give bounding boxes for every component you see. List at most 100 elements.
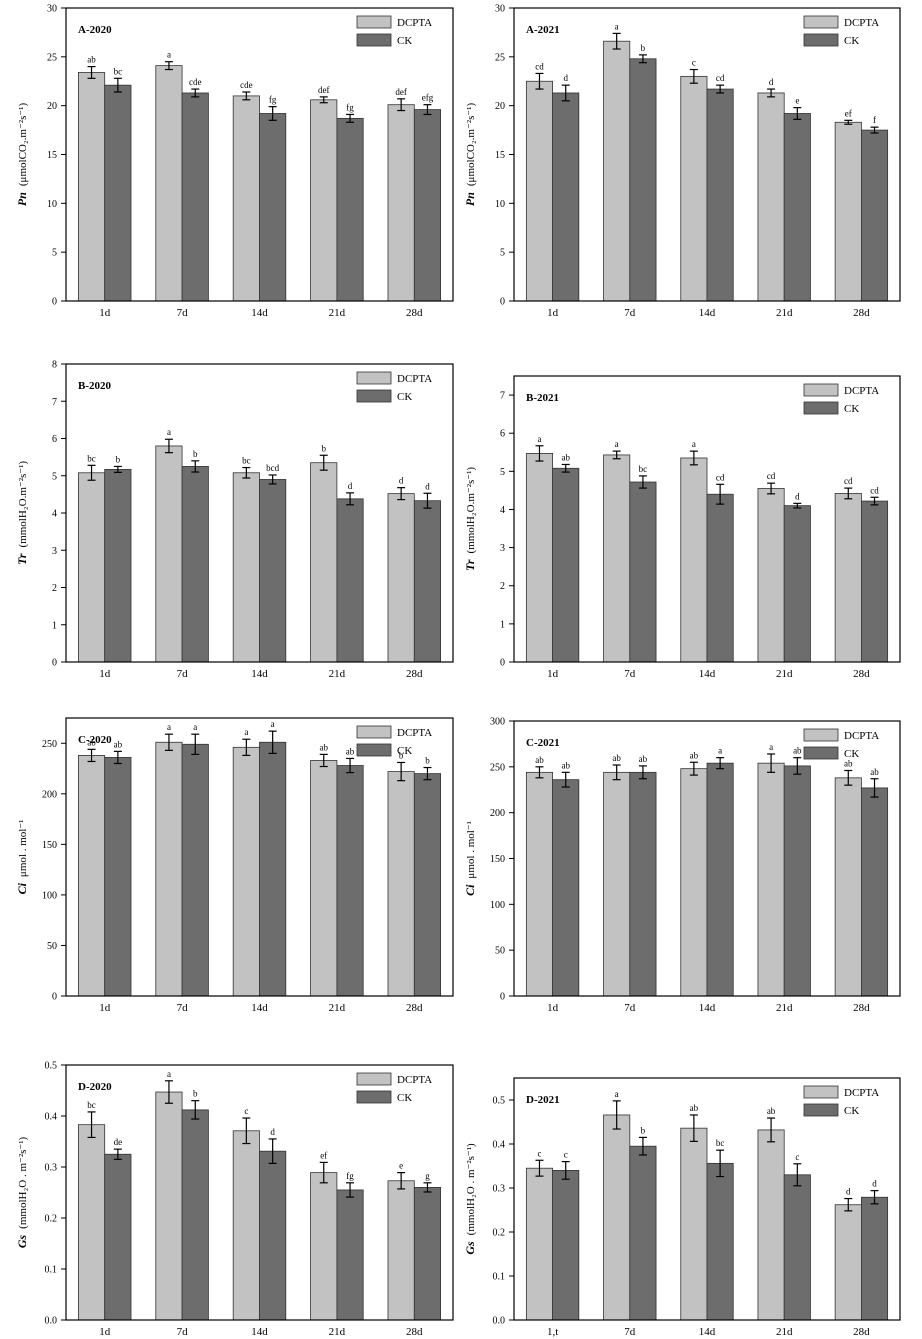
bar-ck-14d — [259, 741, 287, 997]
bar-dcpta-28d — [387, 104, 415, 302]
y-axis-symbol: Ci — [463, 884, 477, 896]
bar-dcpta-21d — [310, 99, 338, 302]
significance-letter: a — [271, 719, 275, 729]
significance-letter: bc — [87, 453, 96, 463]
bar-dcpta-14d — [232, 472, 260, 663]
y-tick-label: 0.2 — [493, 1228, 506, 1239]
significance-letter: c — [564, 1150, 568, 1160]
legend-swatch-ck — [356, 33, 392, 47]
bar-ck-28d — [413, 773, 442, 997]
significance-letter: f — [873, 115, 876, 125]
significance-letter: g — [425, 1171, 430, 1181]
legend-label-ck: CK — [397, 745, 412, 757]
plot-frame — [65, 1064, 454, 1321]
y-tick-label: 30 — [495, 4, 505, 15]
y-axis-symbol: Pn — [15, 192, 29, 206]
bar-dcpta-28d — [387, 1180, 415, 1321]
y-tick-label: 0.1 — [493, 1272, 506, 1283]
legend-swatch-ck — [803, 746, 839, 760]
plot-frame — [513, 7, 901, 302]
significance-letter: c — [692, 58, 696, 68]
bar-ck-7d — [181, 466, 209, 663]
y-tick-label: 0.5 — [493, 1096, 506, 1107]
bar-dcpta-1d — [525, 771, 553, 997]
legend-label-dcpta: DCPTA — [844, 1087, 879, 1099]
y-tick-label: 300 — [490, 717, 505, 728]
category-label: 14d — [699, 307, 716, 319]
category-label: 28d — [853, 1326, 870, 1338]
bar-dcpta-1d — [77, 472, 106, 663]
y-tick-label: 0 — [500, 658, 505, 669]
significance-letter: ab — [114, 739, 123, 749]
legend-swatch-dcpta — [356, 371, 392, 385]
y-tick-label: 15 — [495, 150, 505, 161]
significance-letter: a — [615, 21, 619, 31]
significance-letter: ab — [793, 746, 802, 756]
category-label: 7d — [177, 1326, 189, 1338]
legend-swatch-ck — [356, 389, 392, 403]
bar-dcpta-28d — [834, 777, 862, 997]
legend-label-ck: CK — [397, 1092, 412, 1104]
bar-ck-1d — [552, 779, 580, 997]
category-label: 14d — [699, 1002, 716, 1014]
significance-letter: c — [795, 1152, 799, 1162]
bar-ck-1d — [104, 1153, 132, 1321]
significance-letter: fg — [346, 1171, 354, 1181]
bar-ck-1d — [552, 92, 580, 302]
bar-dcpta-28d — [834, 493, 862, 663]
panel-b-2020: 0 1 2 3 4 5 6 7 8 bc b 1d a b 7d bc bcd 14d b d 21d d d 28d B-20… — [15, 360, 454, 680]
y-tick-label: 50 — [47, 941, 57, 952]
significance-letter: de — [114, 1137, 123, 1147]
category-label: 21d — [329, 1326, 346, 1338]
bar-ck-14d — [706, 762, 734, 997]
significance-letter: b — [641, 43, 646, 53]
y-tick-label: 4 — [500, 505, 505, 516]
bar-dcpta-14d — [232, 746, 260, 997]
bar-dcpta-1d — [77, 72, 106, 302]
bar-ck-21d — [336, 1189, 364, 1321]
significance-letter: bc — [242, 456, 251, 466]
legend-label-dcpta: DCPTA — [397, 373, 432, 385]
legend-label-dcpta: DCPTA — [844, 385, 879, 397]
bar-ck-14d — [706, 1162, 734, 1321]
y-tick-label: 2 — [500, 581, 505, 592]
y-axis-label: Tr (mmolH₂O.m⁻²s⁻¹) — [463, 467, 477, 571]
y-tick-label: 0.1 — [45, 1265, 58, 1276]
significance-letter: fg — [269, 95, 277, 105]
significance-letter: bc — [639, 464, 648, 474]
bar-ck-14d — [706, 493, 734, 663]
significance-letter: c — [244, 1106, 248, 1116]
bar-dcpta-7d — [603, 454, 631, 663]
y-axis-unit: (mmolH₂O . m⁻²s⁻¹) — [465, 1143, 477, 1235]
category-label: 14d — [251, 1002, 268, 1014]
category-label: 1d — [547, 1002, 559, 1014]
category-label: 28d — [406, 668, 423, 680]
bar-ck-1d — [104, 469, 132, 663]
category-label: 21d — [776, 307, 793, 319]
bar-dcpta-14d — [232, 1130, 260, 1321]
legend-label-dcpta: DCPTA — [844, 730, 879, 742]
y-axis-unit: (μmolCO₂.m⁻²s⁻¹) — [465, 103, 477, 187]
bar-dcpta-21d — [757, 92, 785, 302]
bar-ck-7d — [181, 743, 209, 997]
legend-label-ck: CK — [844, 748, 859, 760]
y-tick-label: 3 — [500, 543, 505, 554]
category-label: 1d — [99, 1326, 111, 1338]
bar-dcpta-1d — [77, 755, 106, 997]
significance-letter: a — [167, 50, 171, 60]
bar-ck-14d — [259, 113, 287, 302]
significance-letter: b — [321, 443, 326, 453]
bar-dcpta-28d — [834, 1204, 862, 1321]
significance-letter: a — [193, 722, 197, 732]
bar-ck-14d — [706, 88, 734, 302]
significance-letter: cde — [189, 77, 202, 87]
y-tick-label: 100 — [490, 900, 505, 911]
panel-b-2021: 0 1 2 3 4 5 6 7 a ab 1d a bc 7d a cd 14d cd d 21d cd cd 28d B-2… — [463, 375, 901, 680]
y-tick-label: 7 — [500, 391, 505, 402]
y-tick-label: 5 — [52, 471, 57, 482]
significance-letter: d — [348, 481, 353, 491]
category-label: 7d — [177, 668, 189, 680]
y-tick-label: 30 — [47, 4, 57, 15]
legend-label-dcpta: DCPTA — [844, 17, 879, 29]
y-tick-label: 1 — [52, 620, 57, 631]
